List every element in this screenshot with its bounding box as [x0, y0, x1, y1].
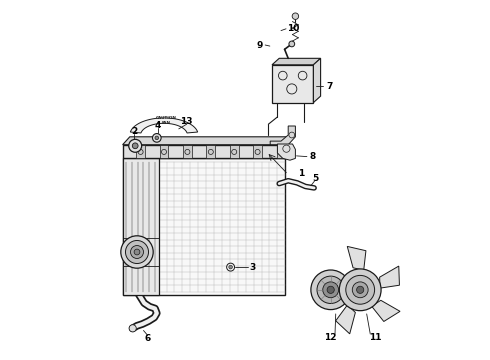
Text: 1: 1	[298, 169, 304, 178]
Bar	[206, 145, 215, 158]
Circle shape	[327, 286, 334, 293]
Text: 5: 5	[312, 174, 318, 183]
Circle shape	[134, 249, 140, 255]
Text: 7: 7	[326, 82, 333, 91]
Bar	[277, 145, 285, 158]
Circle shape	[289, 41, 294, 47]
Polygon shape	[371, 300, 400, 321]
Bar	[183, 145, 192, 158]
Bar	[230, 145, 239, 158]
Polygon shape	[270, 126, 295, 145]
Bar	[122, 158, 285, 295]
Circle shape	[229, 265, 232, 269]
Circle shape	[155, 136, 159, 140]
Polygon shape	[380, 266, 399, 288]
Text: 2: 2	[131, 127, 137, 136]
Circle shape	[346, 275, 374, 304]
Circle shape	[152, 134, 161, 142]
Polygon shape	[315, 274, 342, 291]
Circle shape	[130, 246, 144, 258]
Circle shape	[121, 236, 153, 268]
Circle shape	[339, 269, 381, 311]
Circle shape	[317, 276, 344, 303]
Text: 11: 11	[369, 333, 382, 342]
Circle shape	[292, 13, 298, 19]
Text: 6: 6	[145, 334, 151, 343]
Polygon shape	[314, 58, 320, 103]
Polygon shape	[336, 305, 355, 334]
Text: 3: 3	[249, 263, 255, 272]
Circle shape	[357, 286, 364, 293]
Bar	[253, 145, 262, 158]
Circle shape	[129, 325, 136, 332]
Bar	[160, 145, 169, 158]
Polygon shape	[277, 144, 295, 160]
Bar	[122, 145, 285, 158]
Text: 12: 12	[324, 333, 337, 342]
Polygon shape	[130, 118, 197, 133]
Text: 9: 9	[256, 41, 263, 50]
Circle shape	[323, 282, 339, 298]
Circle shape	[352, 282, 368, 298]
Polygon shape	[347, 246, 366, 270]
Circle shape	[132, 143, 138, 149]
Text: 13: 13	[180, 117, 193, 126]
Bar	[136, 145, 145, 158]
Bar	[122, 158, 159, 295]
Bar	[272, 65, 314, 103]
Text: 8: 8	[310, 152, 316, 161]
Circle shape	[129, 139, 142, 152]
Text: CAUTION
FAN: CAUTION FAN	[155, 116, 176, 125]
Circle shape	[125, 240, 148, 264]
Text: 10: 10	[288, 24, 300, 33]
Circle shape	[311, 270, 350, 310]
Polygon shape	[272, 58, 320, 65]
Polygon shape	[122, 137, 292, 145]
Text: 4: 4	[155, 121, 161, 130]
